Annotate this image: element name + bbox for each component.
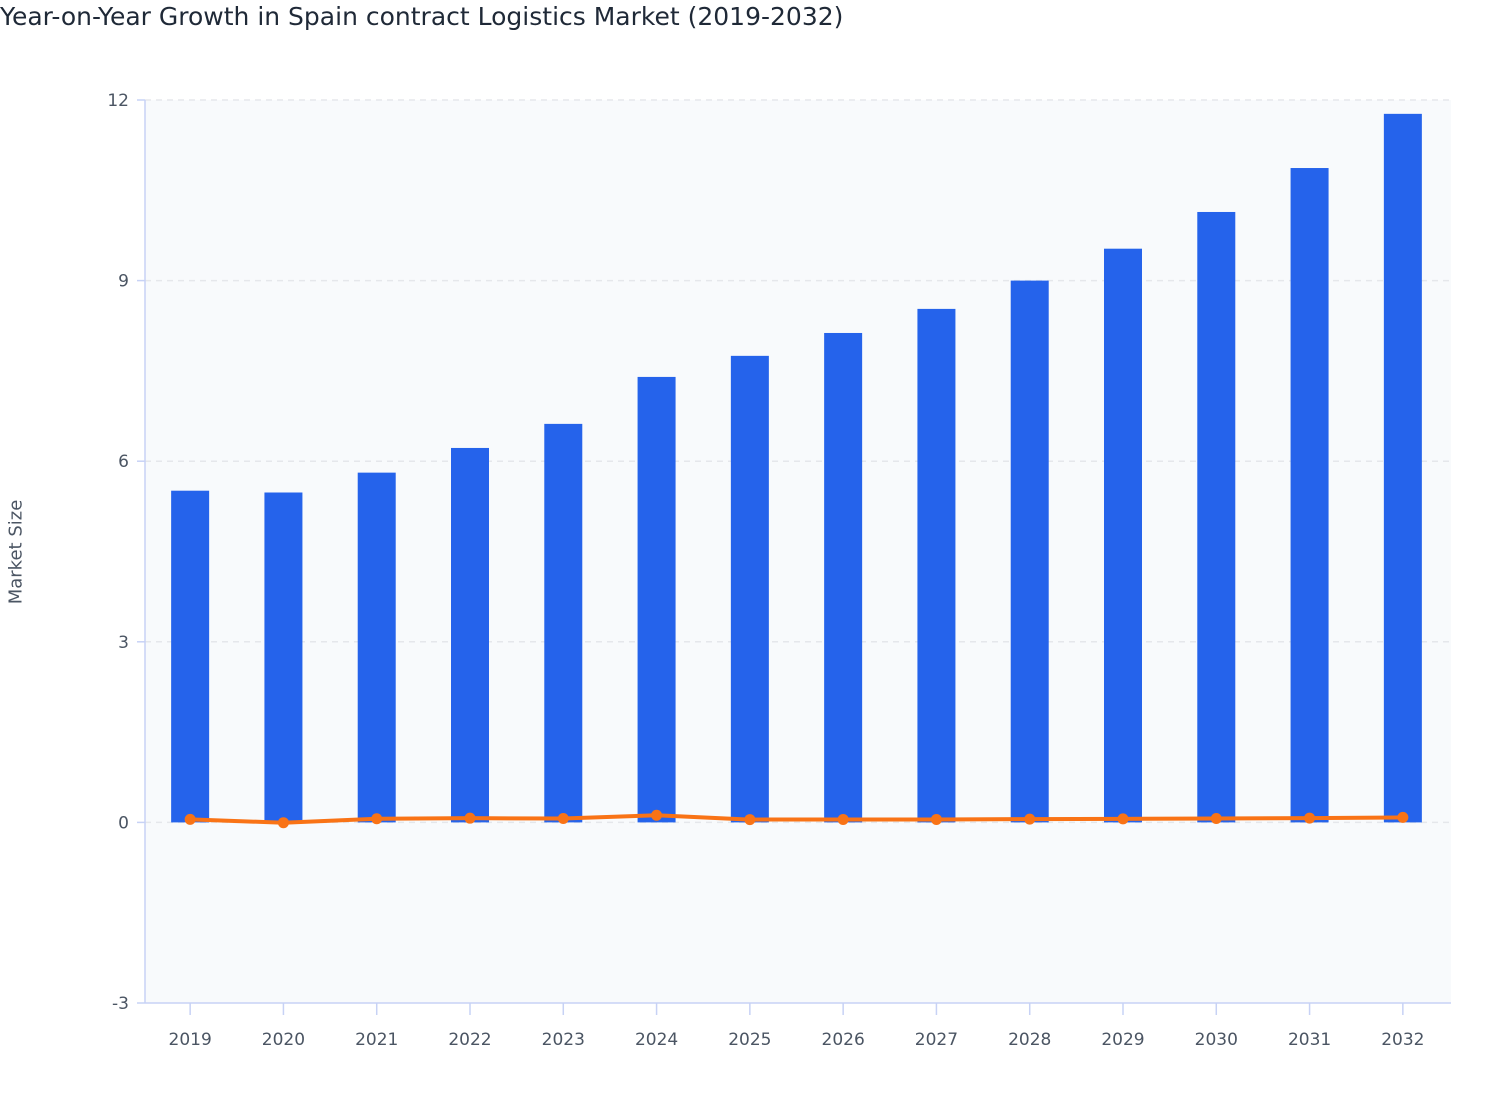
y-tick-label: 12 — [107, 91, 129, 111]
bar-2025 — [730, 355, 769, 823]
bar-2031 — [1290, 168, 1329, 823]
plot-area — [145, 100, 1451, 1003]
bar-2029 — [1104, 248, 1142, 823]
x-tick-label: 2019 — [169, 1030, 212, 1050]
growth-point-2030 — [1210, 813, 1222, 825]
x-tick-label: 2021 — [355, 1030, 398, 1050]
x-tick-label: 2022 — [448, 1030, 491, 1050]
growth-point-2025 — [744, 814, 756, 826]
chart-title: Year-on-Year Growth in Spain contract Lo… — [0, 2, 844, 31]
y-tick-label: 3 — [118, 633, 129, 653]
bar-2026 — [824, 332, 863, 823]
growth-point-2031 — [1304, 812, 1316, 824]
x-tick-label: 2024 — [635, 1030, 678, 1050]
growth-point-2026 — [837, 813, 849, 825]
x-tick-label: 2028 — [1008, 1030, 1051, 1050]
growth-point-2028 — [1024, 813, 1036, 825]
x-tick-label: 2030 — [1195, 1030, 1238, 1050]
growth-point-2027 — [930, 813, 942, 825]
x-tick-label: 2031 — [1288, 1030, 1331, 1050]
bar-2020 — [264, 492, 303, 823]
bar-2027 — [917, 308, 956, 823]
bar-2028 — [1010, 280, 1049, 823]
growth-point-2020 — [277, 817, 289, 829]
y-tick-label: -3 — [112, 994, 129, 1014]
x-tick-label: 2029 — [1101, 1030, 1144, 1050]
growth-line — [190, 813, 1403, 825]
growth-point-2023 — [557, 813, 569, 825]
growth-point-2029 — [1117, 813, 1129, 825]
bar-2021 — [357, 472, 396, 823]
bar-2030 — [1197, 211, 1236, 823]
bar-2022 — [451, 447, 489, 823]
bar-2019 — [171, 490, 210, 823]
growth-point-2024 — [651, 809, 663, 821]
y-tick-label: 6 — [118, 452, 129, 472]
bar-2032 — [1383, 113, 1422, 823]
x-tick-label: 2027 — [915, 1030, 958, 1050]
x-tick-label: 2020 — [262, 1030, 305, 1050]
growth-point-2019 — [184, 813, 196, 825]
x-tick-label: 2026 — [822, 1030, 865, 1050]
growth-point-2022 — [464, 812, 476, 824]
bar-2023 — [544, 423, 583, 823]
y-tick-label: 0 — [118, 813, 129, 833]
x-tick-label: 2025 — [728, 1030, 771, 1050]
bar-2024 — [637, 376, 676, 823]
growth-point-2021 — [371, 813, 383, 825]
x-tick-label: 2032 — [1381, 1030, 1424, 1050]
growth-point-2032 — [1397, 811, 1409, 823]
x-tick-label: 2023 — [542, 1030, 585, 1050]
y-tick-label: 9 — [118, 272, 129, 292]
